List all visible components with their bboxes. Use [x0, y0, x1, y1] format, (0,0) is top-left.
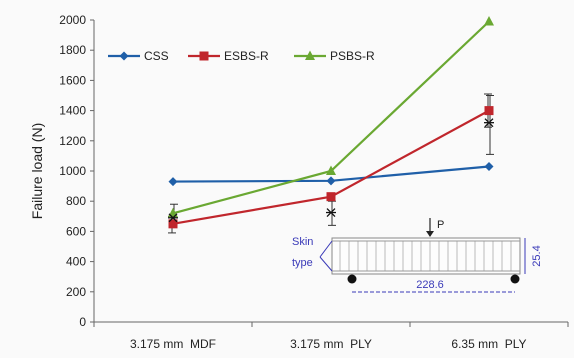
- series-markers: [168, 16, 494, 228]
- point-esbs-r: [327, 192, 336, 201]
- y-tick-label: 800: [66, 194, 86, 208]
- x-tick-label: 3.175 mm MDF: [130, 337, 216, 351]
- y-ticks: 0 200 400 600 800 1000 1200 1400 1600 1800 2000: [59, 13, 94, 329]
- span-label: 228.6: [416, 279, 444, 291]
- legend-marker-esbs-r: [200, 52, 209, 61]
- skin-label-line1: Skin: [292, 236, 313, 248]
- x-tick-label: 6.35 mm PLY: [451, 337, 526, 351]
- y-tick-label: 2000: [59, 13, 86, 27]
- asterisk-point: [326, 209, 336, 217]
- y-tick-label: 600: [66, 224, 86, 238]
- skin-label-line2: type: [292, 257, 313, 269]
- y-tick-label: 1200: [59, 134, 86, 148]
- y-axis-title: Failure load (N): [29, 123, 45, 219]
- legend-label-esbs-r: ESBS-R: [224, 49, 269, 63]
- legend: CSS ESBS-R PSBS-R: [108, 49, 375, 63]
- legend-label-css: CSS: [144, 49, 169, 63]
- legend-marker-css: [120, 52, 129, 61]
- beam-inset: P 228.6 25.4 Skin type: [292, 218, 543, 292]
- right-support: [511, 275, 520, 284]
- skin-pointer: [320, 241, 332, 271]
- x-ticks: 3.175 mm MDF 3.175 mm PLY 6.35 mm PLY: [94, 322, 568, 351]
- y-tick-label: 0: [79, 315, 86, 329]
- x-tick-label: 3.175 mm PLY: [290, 337, 372, 351]
- point-css: [327, 176, 336, 185]
- y-tick-label: 1600: [59, 73, 86, 87]
- y-tick-label: 400: [66, 255, 86, 269]
- load-arrow-head: [426, 231, 434, 237]
- point-css: [485, 162, 494, 171]
- asterisk-point: [484, 119, 494, 127]
- left-support: [348, 275, 357, 284]
- depth-label: 25.4: [531, 245, 543, 266]
- point-esbs-r: [485, 106, 494, 115]
- y-tick-label: 1800: [59, 43, 86, 57]
- beam-body: [332, 238, 520, 274]
- y-tick-label: 200: [66, 285, 86, 299]
- point-psbs-r: [484, 16, 494, 26]
- y-tick-label: 1000: [59, 164, 86, 178]
- point-css: [169, 177, 178, 186]
- legend-label-psbs-r: PSBS-R: [330, 49, 375, 63]
- load-label: P: [437, 219, 444, 231]
- y-tick-label: 1400: [59, 104, 86, 118]
